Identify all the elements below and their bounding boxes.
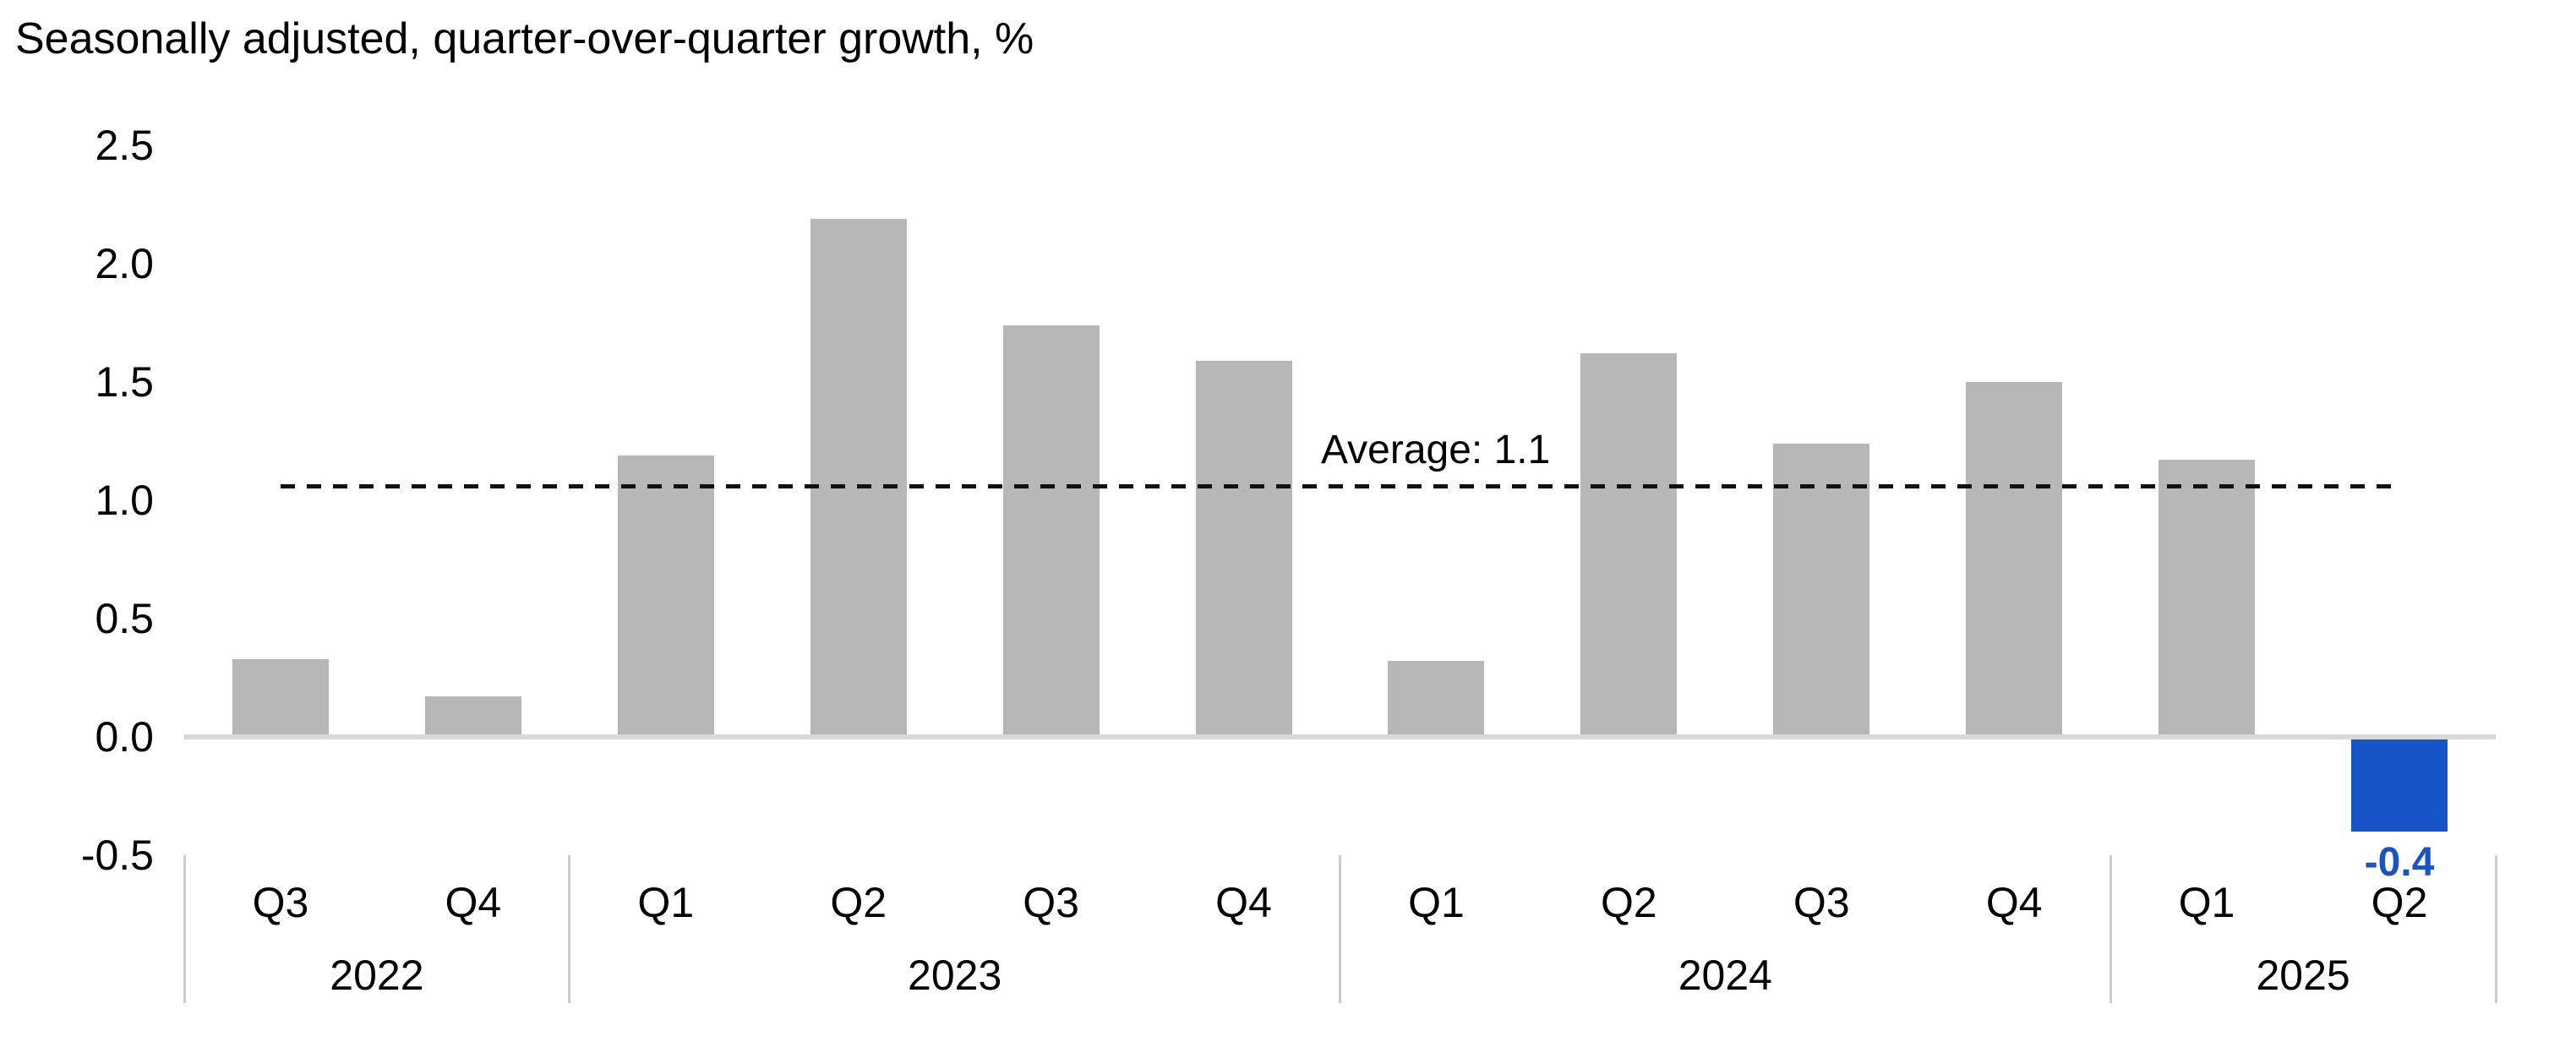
year-separator: [568, 855, 571, 1003]
bar-q3-2023: [1002, 325, 1100, 737]
bar-q3-2022: [232, 658, 329, 737]
chart-title: Seasonally adjusted, quarter-over-quarte…: [15, 14, 1034, 63]
x-axis-quarter-label: Q2: [830, 879, 887, 926]
x-axis-quarter-label: Q3: [252, 879, 309, 926]
x-axis-quarter-label: Q2: [2371, 879, 2428, 926]
x-axis-quarter-label: Q3: [1023, 879, 1079, 926]
x-axis-year-label: 2023: [908, 952, 1002, 999]
year-separator: [2494, 855, 2497, 1003]
y-axis-tick-label: -0.5: [80, 832, 154, 879]
bar-q4-2023: [1195, 360, 1292, 737]
bar-q1-2023: [617, 455, 714, 737]
average-dashed-line: [280, 484, 2400, 488]
bar-q3-2024: [1773, 443, 1870, 737]
bar-q1-2025: [2158, 460, 2256, 737]
x-axis-year-label: 2022: [330, 952, 424, 999]
y-axis-tick-label: 0.0: [95, 713, 154, 761]
x-axis-quarter-label: Q1: [637, 879, 695, 926]
year-separator: [2109, 855, 2112, 1003]
x-axis-quarter-label: Q2: [1601, 879, 1657, 926]
x-axis-quarter-label: Q4: [1215, 879, 1272, 926]
year-separator: [183, 855, 186, 1003]
x-axis-quarter-label: Q4: [445, 879, 502, 926]
bar-q4-2022: [424, 696, 521, 737]
bar-value-label: -0.4: [2364, 840, 2435, 885]
bar-q4-2024: [1966, 382, 2063, 737]
y-axis-tick-label: 2.0: [95, 240, 154, 287]
x-axis-quarter-label: Q1: [1408, 879, 1465, 926]
bar-q2-2024: [1580, 353, 1678, 737]
x-axis-quarter-label: Q4: [1985, 879, 2043, 926]
y-axis-tick-label: 0.5: [95, 595, 154, 642]
x-axis-quarter-label: Q1: [2178, 879, 2235, 926]
x-axis-baseline: [184, 734, 2496, 739]
x-axis-quarter-label: Q3: [1793, 879, 1850, 926]
y-axis-tick-label: 2.5: [95, 122, 154, 169]
year-separator: [1339, 855, 1341, 1003]
bar-q1-2024: [1388, 661, 1485, 737]
bar-q2-2023: [810, 218, 907, 737]
bar-q2-2025: [2351, 737, 2448, 832]
x-axis-year-label: 2025: [2256, 952, 2350, 999]
y-axis-tick-label: 1.0: [95, 477, 154, 524]
y-axis-tick-label: 1.5: [95, 358, 154, 406]
average-line-label: Average: 1.1: [1321, 428, 1551, 472]
x-axis-year-label: 2024: [1678, 952, 1772, 999]
